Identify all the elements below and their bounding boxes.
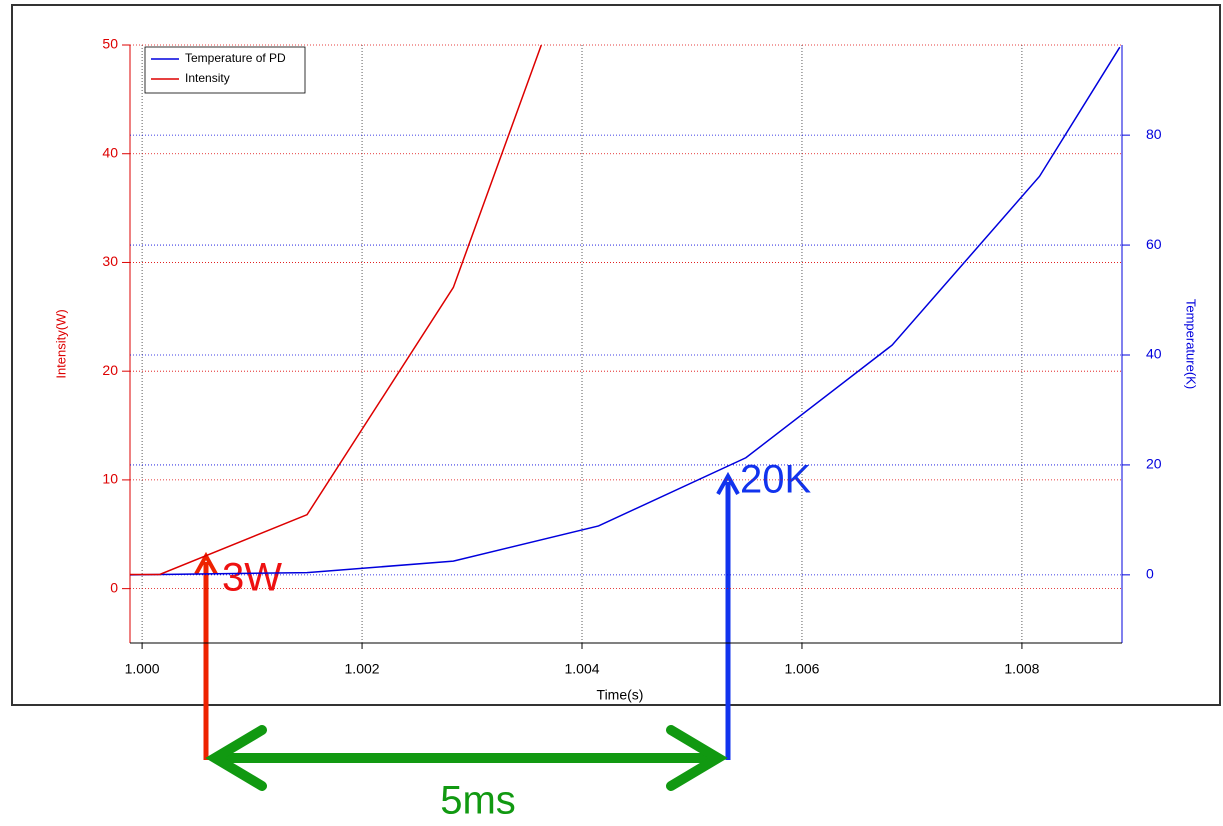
arrow-head	[205, 725, 267, 791]
y2-axis-label: Temperature(K)	[1184, 299, 1199, 389]
series-line	[130, 46, 1121, 576]
frame	[11, 4, 1221, 706]
y-tick-label: 0	[110, 579, 118, 595]
y-tick-label: 20	[102, 362, 118, 378]
y-axis-label: Intensity(W)	[53, 309, 68, 378]
x-tick-label: 1.000	[125, 661, 160, 677]
arrow-head	[716, 471, 740, 495]
x-tick-label: 1.008	[1004, 661, 1039, 677]
x-axis-label: Time(s)	[597, 687, 644, 703]
annotation: 5ms	[440, 779, 516, 823]
y-tick-label: 50	[102, 36, 118, 52]
annotation: 3W	[222, 556, 282, 600]
x-tick-label: 1.004	[564, 661, 599, 677]
legend-label: Intensity	[185, 71, 230, 85]
x-tick-label: 1.006	[784, 661, 819, 677]
y2-tick-label: 20	[1146, 456, 1162, 472]
y-tick-label: 10	[102, 471, 118, 487]
legend-label: Temperature of PD	[185, 51, 286, 65]
y2-tick-label: 40	[1146, 346, 1162, 362]
y-tick-label: 30	[102, 253, 118, 269]
y2-tick-label: 60	[1146, 236, 1162, 252]
x-tick-label: 1.002	[345, 661, 380, 677]
y2-tick-label: 0	[1146, 566, 1154, 582]
y-tick-label: 40	[102, 144, 118, 160]
legend-box	[144, 46, 306, 94]
series-line	[130, 45, 543, 576]
arrow-head	[666, 725, 728, 791]
y2-tick-label: 80	[1146, 126, 1162, 142]
